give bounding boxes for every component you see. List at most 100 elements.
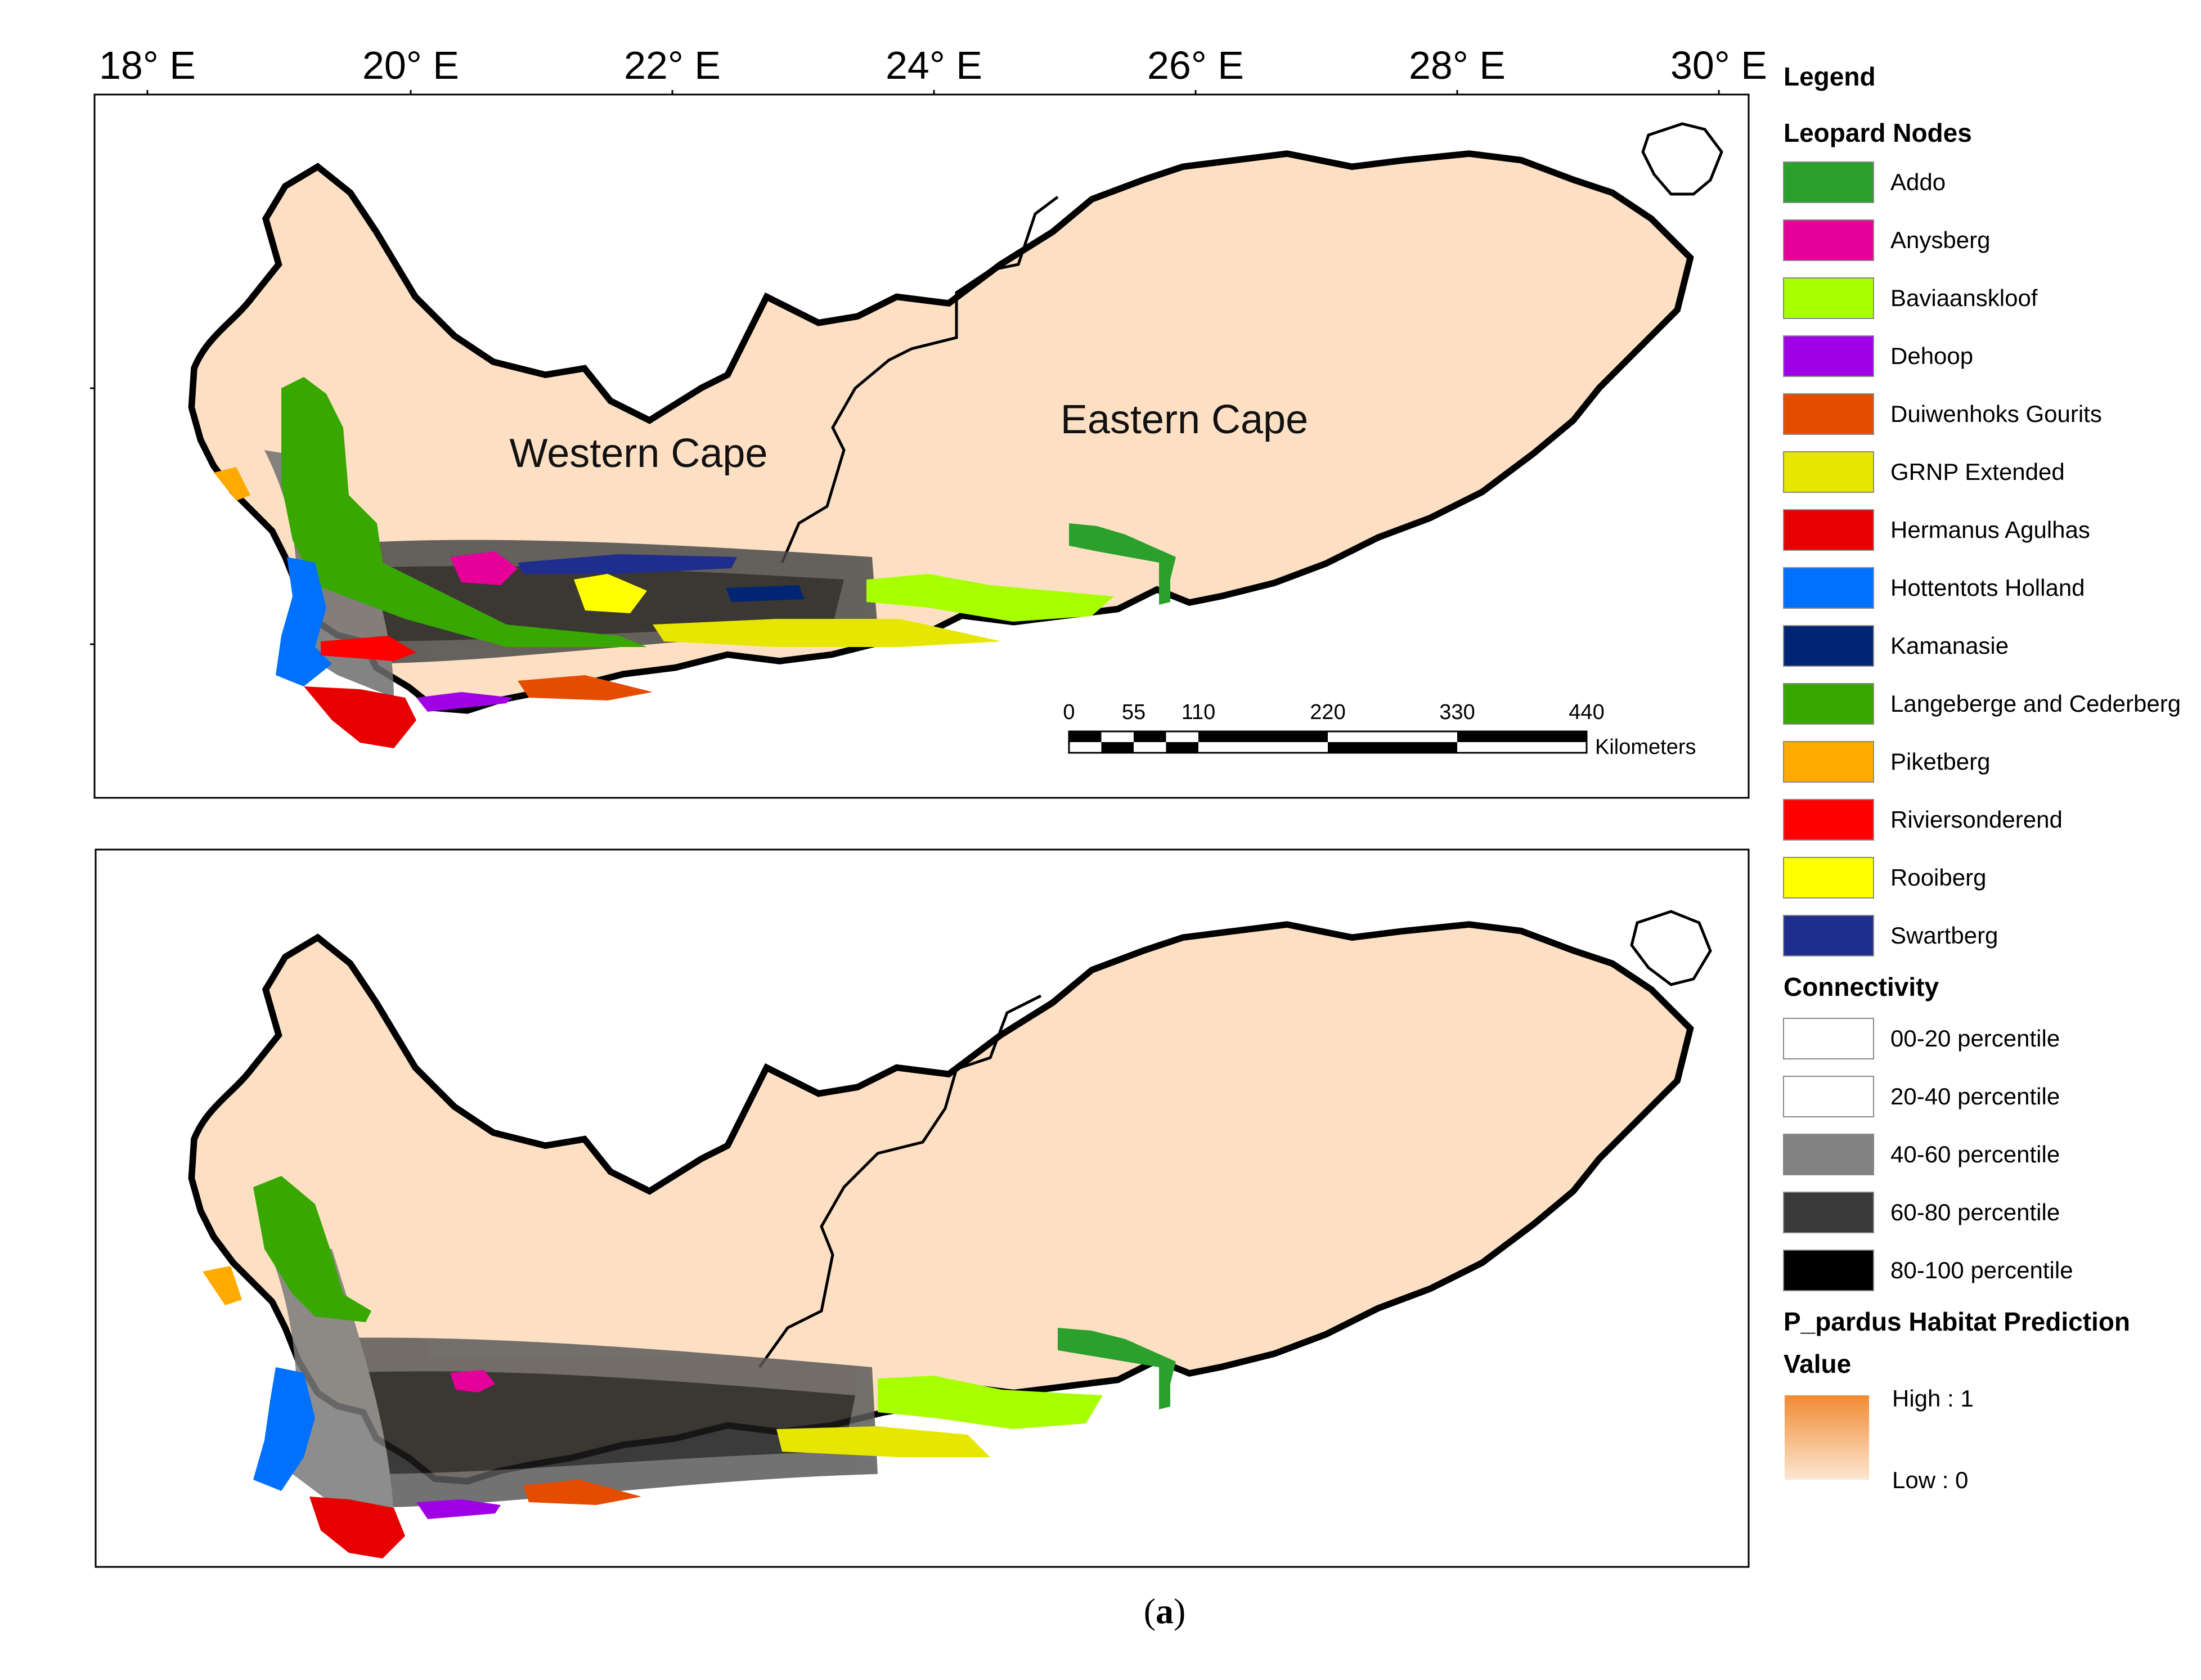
legend-connectivity-label: 60-80 percentile <box>1890 1199 2060 1225</box>
legend-connectivity-header: Connectivity <box>1784 972 1939 1001</box>
node-dehoop-bottom <box>416 1499 501 1519</box>
legend-node-label: Kamanasie <box>1890 632 2009 659</box>
habitat-low-label: Low : 0 <box>1892 1467 1968 1493</box>
caption-letter: a <box>1156 1591 1174 1631</box>
node-swartberg-top <box>518 554 737 574</box>
map-panel-bottom <box>95 848 1750 1568</box>
node-duiwenhoks-bottom <box>523 1480 641 1505</box>
node-langeberge-bottom <box>253 1176 371 1322</box>
legend-habitat-header: P_pardus Habitat Prediction <box>1784 1307 2130 1336</box>
node-rooiberg-top <box>574 574 647 613</box>
legend-connectivity-label: 20-40 percentile <box>1890 1083 2060 1109</box>
scale-bar: 0 55 110 220 330 440 Kilometers <box>1063 700 1696 759</box>
scale-tick-440: 440 <box>1569 700 1604 724</box>
node-piketberg-top <box>214 467 250 501</box>
province-boundary-bottom <box>758 994 1042 1368</box>
legend-node-swatch <box>1783 161 1874 203</box>
legend-node-swatch <box>1783 741 1874 783</box>
region-label-eastern: Eastern Cape <box>1061 397 1308 442</box>
legend-node-swatch <box>1783 683 1874 725</box>
legend-node-swatch <box>1783 509 1874 551</box>
node-hottentots-bottom <box>253 1367 315 1491</box>
scale-tick-220: 220 <box>1310 700 1345 724</box>
node-baviaanskloof-top <box>866 574 1114 622</box>
province-boundary-top <box>780 196 1059 563</box>
caption-open: ( <box>1144 1591 1156 1631</box>
lesotho-outline-bottom <box>1630 910 1712 986</box>
node-addo-bottom <box>1058 1328 1176 1409</box>
scale-tick-330: 330 <box>1439 700 1475 724</box>
habitat-ramp <box>1785 1395 1869 1480</box>
scale-tick-110: 110 <box>1182 700 1216 724</box>
legend-connectivity-swatch <box>1783 1076 1874 1117</box>
legend-connectivity-label: 40-60 percentile <box>1890 1141 2060 1167</box>
legend: Legend Leopard Nodes Addo Anysberg Baviaan… <box>1783 62 2181 1493</box>
legend-node-label: GRNP Extended <box>1890 459 2065 485</box>
node-anysberg-bottom <box>450 1370 495 1392</box>
node-duiwenhoks-top <box>518 675 653 700</box>
scale-tick-55: 55 <box>1122 700 1146 724</box>
landmass-bottom <box>191 910 1712 1481</box>
node-hermanus-bottom <box>309 1497 405 1558</box>
legend-connectivity-swatch <box>1783 1134 1874 1175</box>
caption-close: ) <box>1174 1591 1185 1631</box>
legend-value-header: Value <box>1784 1349 1851 1378</box>
node-grnp-top <box>653 619 1001 647</box>
legend-node-label: Swartberg <box>1890 922 1998 949</box>
node-kamanasie-top <box>726 585 805 602</box>
region-label-western: Western Cape <box>510 431 768 476</box>
legend-node-swatch <box>1783 625 1874 667</box>
lon-label-24: 24° E <box>886 43 982 87</box>
lon-ticks-top <box>90 90 1720 645</box>
node-baviaanskloof-bottom <box>878 1376 1103 1429</box>
lon-label-20: 20° E <box>362 43 459 87</box>
figure-caption: (a) <box>1144 1591 1186 1631</box>
legend-node-items: Addo Anysberg Baviaanskloof Dehoop Duiwenhok… <box>1783 161 2181 956</box>
legend-node-swatch <box>1783 335 1874 377</box>
legend-node-swatch <box>1783 857 1874 899</box>
legend-nodes-header: Leopard Nodes <box>1784 118 1972 147</box>
legend-node-label: Anysberg <box>1890 227 1990 253</box>
node-grnp-bottom <box>776 1426 990 1457</box>
scale-unit: Kilometers <box>1595 735 1696 759</box>
legend-node-label: Rooiberg <box>1890 864 1986 891</box>
scale-tick-0: 0 <box>1063 700 1075 724</box>
legend-connectivity-label: 80-100 percentile <box>1890 1257 2073 1283</box>
legend-connectivity-swatch <box>1783 1192 1874 1233</box>
lesotho-outline-top <box>1641 122 1723 196</box>
node-anysberg-top <box>450 551 518 585</box>
lon-label-26: 26° E <box>1147 43 1244 87</box>
legend-connectivity-items: 00-20 percentile 20-40 percentile 40-60 pe… <box>1783 1018 2073 1291</box>
map-panel-top: Western Cape Eastern Cape 0 55 110 220 3… <box>90 90 1750 799</box>
node-langeberge-top <box>281 377 647 647</box>
node-hottentots-top <box>276 557 332 686</box>
legend-node-swatch <box>1783 451 1874 493</box>
legend-node-label: Dehoop <box>1890 343 1973 369</box>
legend-node-label: Baviaanskloof <box>1890 285 2038 311</box>
legend-node-label: Riviersonderend <box>1890 806 2063 833</box>
habitat-high-label: High : 1 <box>1892 1385 1974 1412</box>
node-piketberg-bottom <box>203 1266 242 1305</box>
lon-label-28: 28° E <box>1409 43 1506 87</box>
legend-node-label: Duiwenhoks Gourits <box>1890 401 2102 427</box>
legend-node-label: Addo <box>1890 169 1946 195</box>
node-addo-top <box>1069 523 1176 605</box>
legend-node-label: Langeberge and Cederberg <box>1890 690 2181 717</box>
legend-connectivity-swatch <box>1783 1018 1874 1059</box>
legend-connectivity-swatch <box>1783 1250 1874 1291</box>
legend-node-label: Hermanus Agulhas <box>1890 516 2090 543</box>
lon-label-18: 18° E <box>99 43 196 87</box>
node-hermanus-top <box>304 686 416 748</box>
lon-label-30: 30° E <box>1670 43 1767 87</box>
leopard-nodes-top <box>214 377 1176 748</box>
legend-node-swatch <box>1783 277 1874 319</box>
leopard-nodes-bottom <box>203 1176 1176 1558</box>
legend-node-swatch <box>1783 393 1874 435</box>
legend-node-swatch <box>1783 567 1874 609</box>
legend-node-swatch <box>1783 799 1874 841</box>
legend-node-label: Piketberg <box>1890 748 1990 775</box>
legend-node-swatch <box>1783 219 1874 261</box>
lon-label-22: 22° E <box>624 43 721 87</box>
legend-connectivity-label: 00-20 percentile <box>1890 1025 2060 1052</box>
